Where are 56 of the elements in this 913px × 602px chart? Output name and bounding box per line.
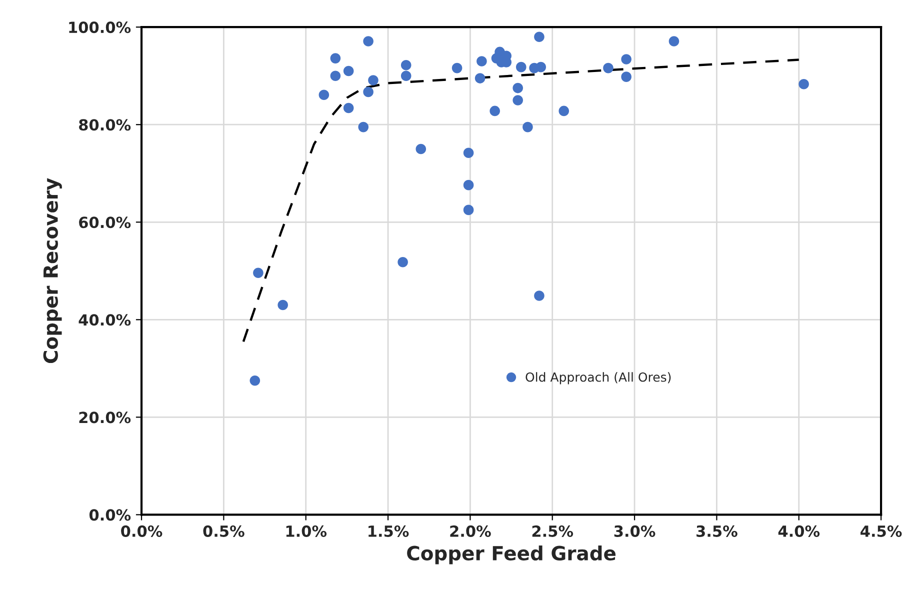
point <box>330 53 341 64</box>
point <box>400 60 412 70</box>
y-tick-label: 0.0% <box>89 509 131 521</box>
point <box>343 102 354 114</box>
y-tick-label: 20.0% <box>79 412 131 424</box>
x-tick-label: 4.5% <box>860 525 902 537</box>
x-tick-label: 3.5% <box>696 525 738 537</box>
y-tick-label: 40.0% <box>78 314 131 326</box>
point <box>318 90 330 100</box>
point <box>668 36 680 46</box>
point <box>516 62 526 72</box>
point <box>400 70 412 81</box>
line-series <box>242 58 800 343</box>
legend-label: Old Approach (All Ores) <box>526 372 671 384</box>
x-tick-label: 0.0% <box>121 525 162 537</box>
x-tick-label: 1.0% <box>286 525 327 537</box>
point <box>522 122 533 132</box>
y-axis-title: Copper Recovery <box>43 178 62 364</box>
point <box>358 122 369 132</box>
point <box>534 32 544 42</box>
x-tick-label: 0.5% <box>203 525 244 537</box>
point <box>474 73 486 84</box>
x-axis-title: Copper Feed Grade <box>407 545 616 564</box>
point <box>452 62 462 74</box>
y-tick-label: 100.0% <box>69 22 131 34</box>
point <box>463 204 474 216</box>
point <box>368 75 378 86</box>
point <box>798 78 809 90</box>
point <box>512 95 524 106</box>
point <box>463 148 474 158</box>
point <box>621 54 632 64</box>
point <box>363 36 374 46</box>
point <box>343 66 354 76</box>
x-tick-label: 2.0% <box>450 525 491 537</box>
point <box>536 62 546 72</box>
point <box>463 180 474 190</box>
x-tick-label: 3.0% <box>614 525 656 537</box>
point <box>398 256 408 268</box>
point <box>490 106 500 116</box>
x-tick-label: 4.0% <box>778 525 820 537</box>
point <box>363 86 374 98</box>
point <box>476 56 487 66</box>
point <box>250 375 260 386</box>
point <box>330 70 341 81</box>
point <box>416 144 426 154</box>
point <box>512 82 524 94</box>
y-tick-label: 80.0% <box>79 119 131 131</box>
x-tick-label: 1.5% <box>368 525 409 537</box>
point <box>534 290 544 301</box>
point <box>278 300 288 310</box>
point <box>621 72 632 82</box>
x-tick-label: 2.5% <box>532 525 574 537</box>
point <box>253 268 264 278</box>
y-tick-label: 60.0% <box>79 216 131 228</box>
point <box>603 62 614 74</box>
point <box>558 106 570 116</box>
